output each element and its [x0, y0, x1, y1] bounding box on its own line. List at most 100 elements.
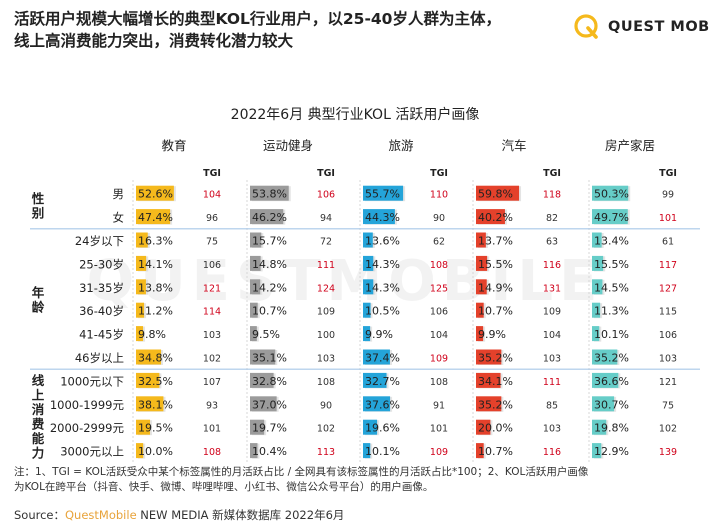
tgi-value: 100	[317, 330, 335, 341]
tgi-value: 106	[659, 330, 677, 341]
tgi-value: 131	[543, 283, 561, 294]
tgi-value: 82	[546, 213, 558, 224]
bar	[476, 255, 488, 271]
bar-value-label: 13.6%	[365, 235, 400, 248]
tgi-value: 127	[659, 283, 677, 294]
tgi-value: 96	[206, 213, 218, 224]
tgi-header: TGI	[430, 168, 448, 179]
bar-value-label: 10.4%	[252, 445, 287, 458]
group-label: 年龄	[32, 285, 45, 315]
tgi-value: 103	[203, 330, 221, 341]
row-label: 1000元以下	[60, 374, 124, 388]
bar-value-label: 9.9%	[478, 328, 506, 341]
bar-value-label: 34.8%	[138, 352, 173, 365]
bar-value-label: 20.0%	[478, 422, 513, 435]
group-label: 线上消费能力	[32, 373, 45, 461]
tgi-value: 106	[317, 190, 335, 201]
tgi-value: 114	[203, 307, 221, 318]
bar	[363, 209, 395, 225]
bar	[592, 255, 604, 271]
row-label: 36-40岁	[79, 304, 124, 318]
bar-value-label: 34.1%	[478, 375, 513, 388]
bar-value-label: 10.7%	[252, 305, 287, 318]
tgi-value: 139	[659, 447, 677, 458]
bar-value-label: 19.7%	[252, 422, 287, 435]
headline-line-2: 线上高消费能力突出，消费转化潜力较大	[14, 32, 294, 50]
tgi-header: TGI	[659, 168, 677, 179]
bar	[363, 255, 374, 271]
bar-value-label: 59.8%	[478, 188, 513, 201]
row-label: 男	[113, 187, 125, 201]
bar	[250, 185, 289, 201]
bar-value-label: 32.8%	[252, 375, 287, 388]
headline: 活跃用户规模大幅增长的典型KOL行业用户，以25-40岁人群为主体， 线上高消费…	[14, 8, 574, 52]
bar	[592, 302, 601, 318]
tgi-value: 108	[430, 260, 448, 271]
bar-value-label: 14.3%	[365, 281, 400, 294]
tgi-value: 109	[317, 307, 335, 318]
bar	[476, 279, 487, 295]
bar-value-label: 15.5%	[478, 258, 513, 271]
bar-value-label: 10.5%	[365, 305, 400, 318]
bar-value-label: 35.1%	[252, 352, 287, 365]
bar	[476, 372, 501, 388]
questmobile-logo-icon	[574, 14, 598, 39]
tgi-value: 109	[430, 354, 448, 365]
bar	[250, 302, 258, 318]
tgi-value: 117	[659, 260, 677, 271]
bar-value-label: 46.2%	[252, 211, 287, 224]
bar-value-label: 37.0%	[252, 398, 287, 411]
bar	[136, 185, 174, 201]
bar-value-label: 11.3%	[594, 305, 629, 318]
bar-value-label: 55.7%	[365, 188, 400, 201]
tgi-value: 118	[543, 190, 561, 201]
tgi-value: 121	[203, 283, 221, 294]
bar-value-label: 10.1%	[594, 328, 629, 341]
bar	[136, 396, 164, 412]
tgi-value: 108	[430, 377, 448, 388]
bar-value-label: 35.2%	[594, 352, 629, 365]
footnote-line-1: 注：1、TGI = KOL活跃受众中某个标签属性的月活跃占比 / 全网具有该标签…	[14, 466, 589, 478]
tgi-value: 104	[203, 190, 221, 201]
tgi-value: 108	[317, 377, 335, 388]
tgi-value: 116	[543, 447, 561, 458]
bar	[592, 372, 619, 388]
bar-value-label: 15.5%	[594, 258, 629, 271]
tgi-value: 111	[543, 377, 561, 388]
bar	[476, 443, 484, 459]
bar-value-label: 10.1%	[365, 445, 400, 458]
bar	[363, 349, 390, 365]
bar	[250, 209, 284, 225]
source-prefix: Source：	[14, 508, 65, 522]
tgi-value: 115	[659, 307, 677, 318]
bar	[136, 326, 144, 342]
bar	[250, 279, 261, 295]
tgi-value: 63	[546, 237, 558, 248]
tgi-value: 104	[430, 330, 448, 341]
tgi-value: 109	[430, 447, 448, 458]
bar	[250, 396, 277, 412]
bar-value-label: 19.8%	[594, 422, 629, 435]
bar-value-label: 37.4%	[365, 352, 400, 365]
bar-value-label: 13.4%	[594, 235, 629, 248]
bar-value-label: 35.2%	[478, 352, 513, 365]
bar-value-label: 19.6%	[365, 422, 400, 435]
bar-value-label: 14.5%	[594, 281, 629, 294]
bar-value-label: 13.8%	[138, 281, 173, 294]
tgi-value: 113	[317, 447, 335, 458]
bar	[250, 232, 262, 248]
tgi-header: TGI	[317, 168, 335, 179]
bar	[476, 232, 486, 248]
bar	[592, 326, 600, 342]
bar-value-label: 47.4%	[138, 211, 173, 224]
tgi-value: 106	[203, 260, 221, 271]
row-label: 女	[113, 211, 125, 225]
bar	[136, 255, 147, 271]
bar	[250, 443, 258, 459]
tgi-value: 110	[430, 190, 448, 201]
bar	[363, 185, 404, 201]
bar	[136, 443, 144, 459]
bar	[363, 372, 387, 388]
tgi-value: 75	[662, 400, 674, 411]
tgi-value: 75	[206, 237, 218, 248]
